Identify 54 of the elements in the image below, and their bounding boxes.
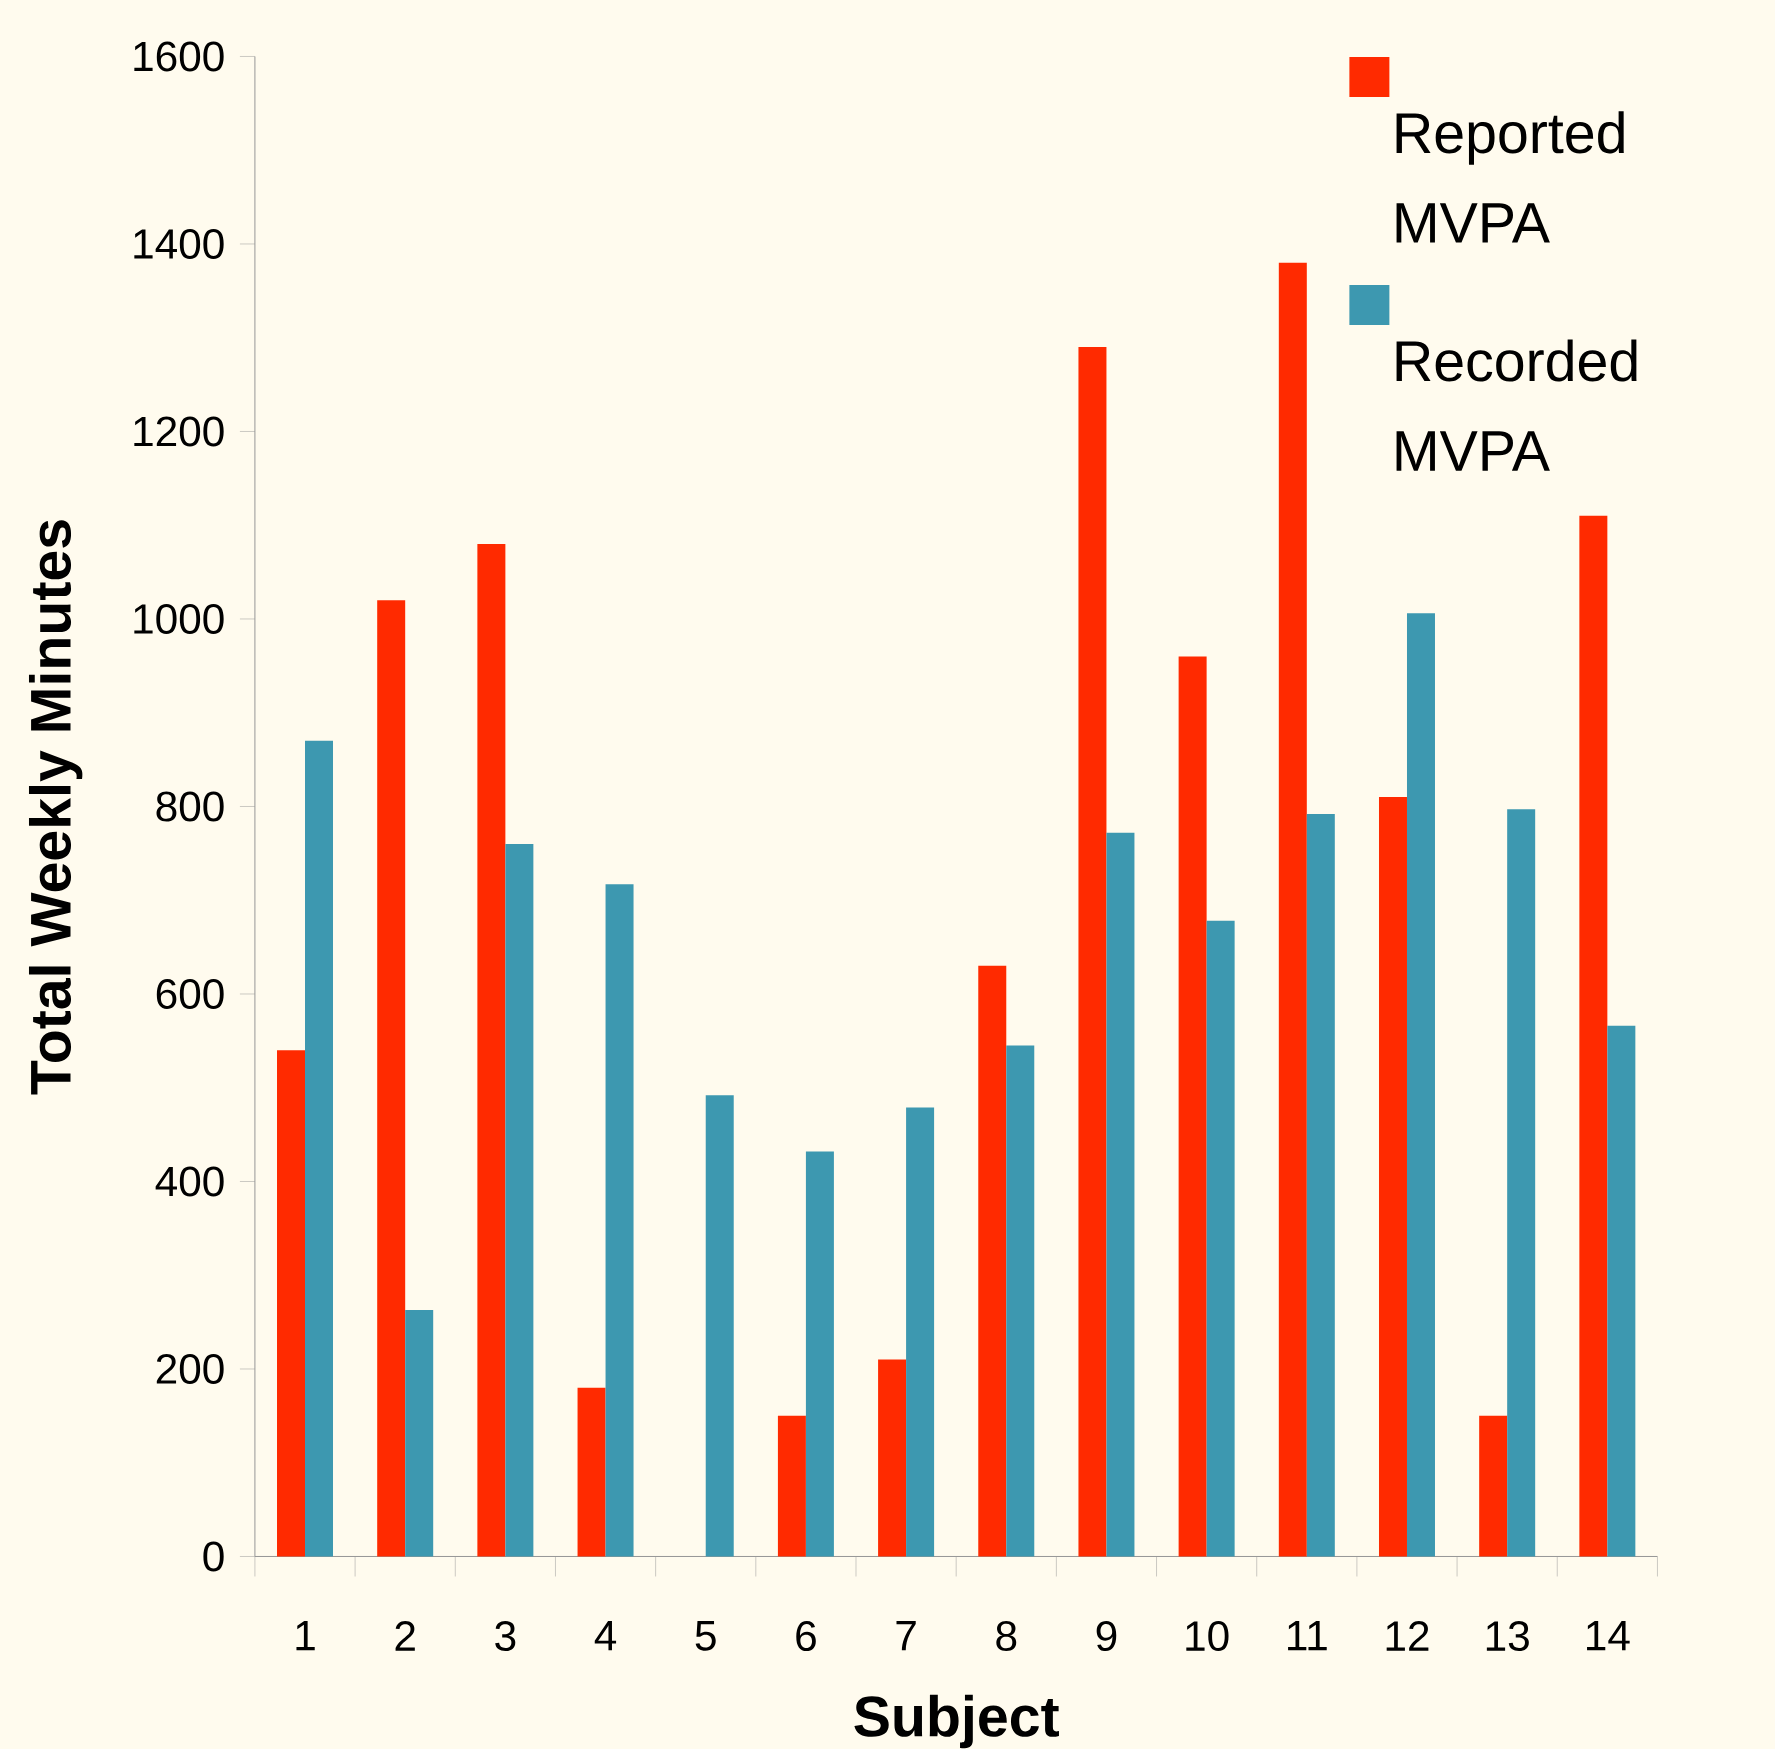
y-tick-label: 1400 [134,228,224,259]
y-tick-label: 400 [155,1166,224,1197]
bar [878,1359,907,1557]
x-tick-label: 14 [1587,1621,1630,1651]
bar [505,843,534,1557]
bar [705,1095,734,1557]
x-axis-title: Subject [854,1694,1059,1749]
y-tick-label: 1600 [134,41,224,72]
x-tick-label: 4 [594,1621,617,1651]
y-tick-label: 1000 [134,603,224,634]
legend-label: Reported MVPA [1396,111,1624,243]
x-tick-label: 3 [495,1621,516,1652]
bar [1306,813,1335,1557]
bar [305,740,334,1557]
y-tick-label: 200 [156,1353,224,1384]
x-tick-label: 6 [796,1621,816,1652]
bar [978,965,1007,1557]
x-tick-label: 11 [1288,1621,1327,1651]
bar [1106,832,1135,1557]
bar [1607,1025,1636,1557]
x-tick-label: 2 [395,1621,415,1651]
bar [1006,1045,1035,1557]
bar [377,600,406,1557]
y-tick-label: 600 [156,978,224,1009]
legend-label: Recorded MVPA [1396,339,1637,471]
x-tick-label: 9 [1096,1621,1117,1652]
y-axis-title: Total Weekly Minutes [28,520,83,1095]
y-tick-label: 1200 [134,416,224,447]
bar [1078,347,1107,1557]
bar [1178,656,1207,1557]
bar [1579,515,1608,1557]
x-tick-label: 5 [695,1621,716,1651]
bar [1378,797,1407,1557]
bar [1479,1415,1508,1557]
x-tick-label: 13 [1486,1621,1529,1652]
bar [1206,920,1235,1557]
bar [777,1415,806,1557]
bar [405,1309,434,1557]
bar [906,1107,935,1557]
x-tick-label: 1 [296,1621,315,1651]
x-tick-label: 10 [1186,1621,1229,1652]
bar [605,884,634,1557]
bar [277,1050,306,1557]
bar [577,1387,606,1557]
x-tick-label: 8 [996,1621,1017,1652]
x-tick-label: 12 [1386,1621,1429,1651]
bar [1507,809,1536,1557]
bar [805,1151,834,1557]
bar [477,543,506,1557]
y-tick-label: 0 [203,1541,224,1572]
x-tick-label: 7 [896,1621,916,1651]
y-tick-label: 800 [156,791,224,822]
bar [1406,613,1435,1557]
bar [1278,262,1307,1557]
